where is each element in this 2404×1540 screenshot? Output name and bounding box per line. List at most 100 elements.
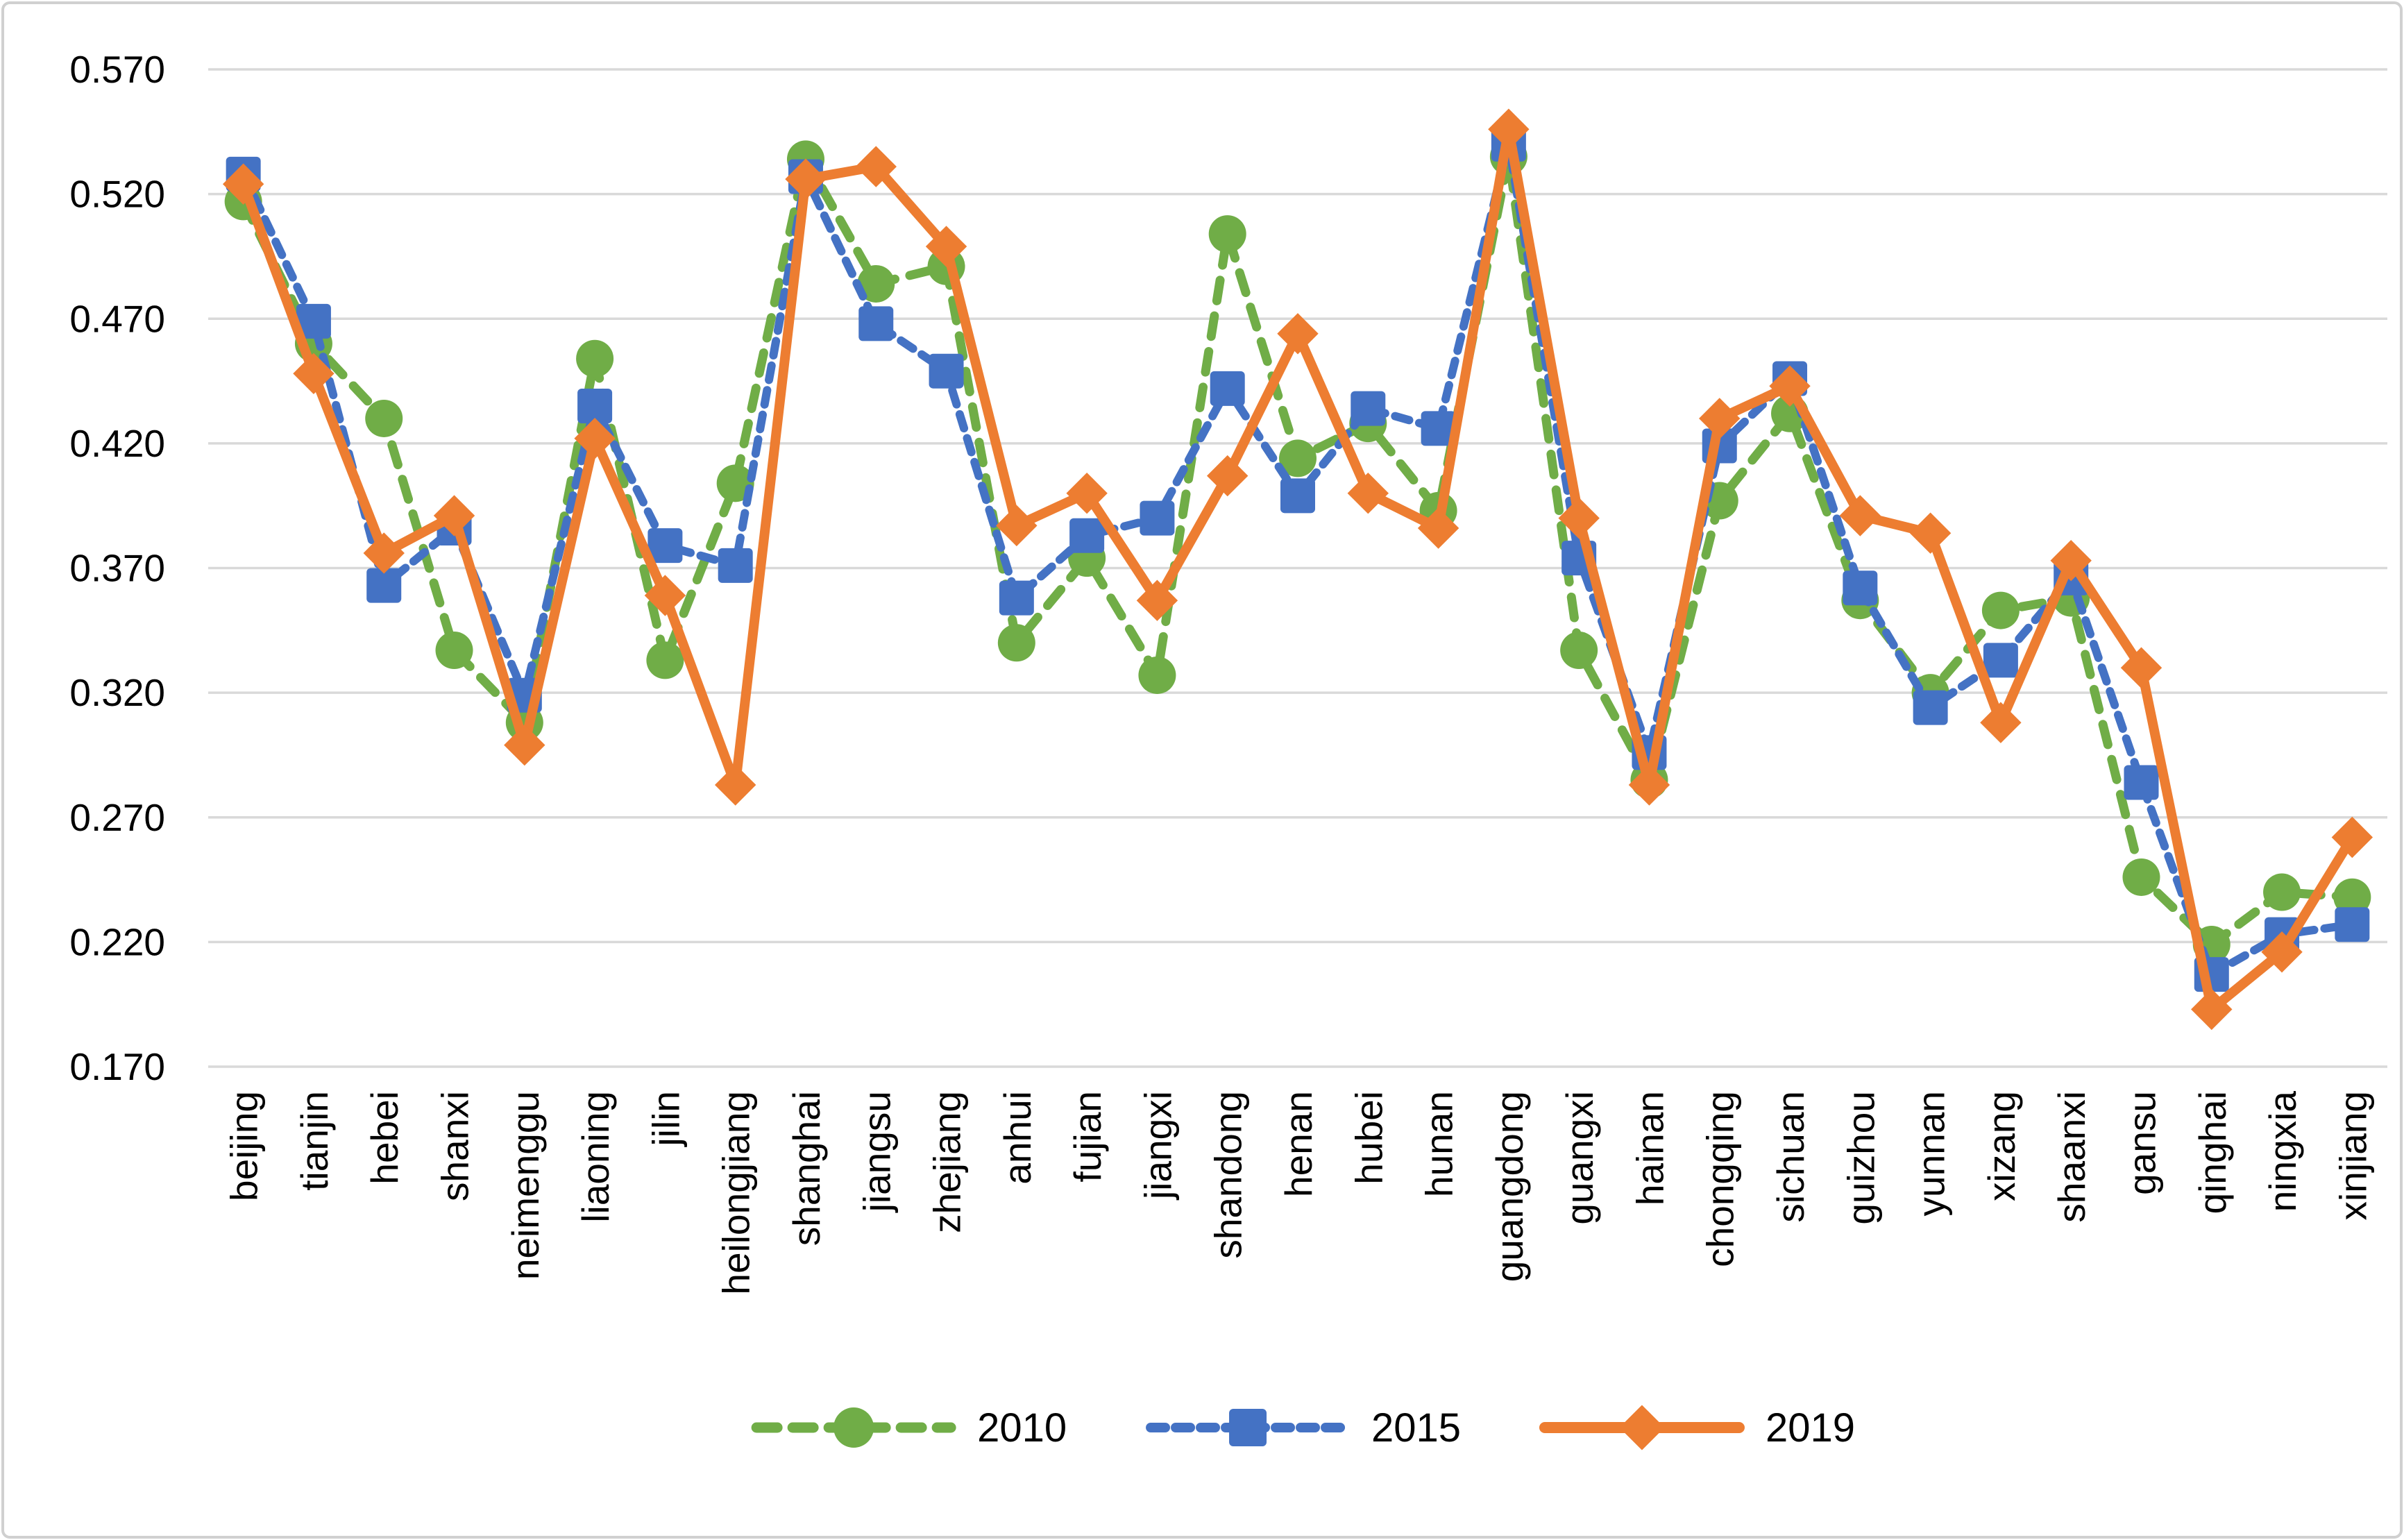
data-point-square xyxy=(1280,478,1315,514)
data-point-circle xyxy=(576,339,614,378)
legend-item-2015: 2015 xyxy=(1146,1405,1461,1450)
x-category-label: hubei xyxy=(1347,1091,1390,1185)
data-point-circle xyxy=(1981,591,2020,629)
x-category-label: tianjin xyxy=(293,1091,336,1191)
data-point-square xyxy=(929,353,964,389)
x-category-label: guangxi xyxy=(1558,1091,1601,1225)
data-point-diamond xyxy=(2120,647,2162,688)
data-point-diamond xyxy=(1619,1405,1665,1450)
data-point-circle xyxy=(1279,439,1317,477)
data-point-diamond xyxy=(1207,455,1248,497)
legend-label-2015: 2015 xyxy=(1371,1405,1461,1450)
data-point-circle xyxy=(435,632,473,670)
y-tick-label: 0.170 xyxy=(69,1045,165,1088)
x-category-label: hainan xyxy=(1628,1091,1671,1205)
data-point-diamond xyxy=(1417,507,1459,549)
legend-item-2010: 2010 xyxy=(751,1405,1067,1450)
x-category-label: shanghai xyxy=(785,1091,828,1246)
data-point-square xyxy=(577,388,613,423)
data-point-diamond xyxy=(2261,931,2303,973)
x-category-label: jiangxi xyxy=(1136,1091,1179,1201)
data-point-circle xyxy=(646,641,684,679)
legend-label-2010: 2010 xyxy=(977,1405,1067,1450)
data-point-circle xyxy=(2263,873,2301,911)
y-tick-label: 0.420 xyxy=(69,422,165,465)
data-point-square xyxy=(1351,391,1386,426)
x-category-label: fujian xyxy=(1066,1091,1109,1182)
data-point-diamond xyxy=(1347,473,1389,514)
x-category-label: jiangsu xyxy=(855,1091,898,1213)
series-2015 xyxy=(226,126,2370,992)
data-point-square xyxy=(1069,518,1105,553)
y-tick-label: 0.570 xyxy=(69,48,165,91)
data-point-diamond xyxy=(714,764,756,806)
series-2019 xyxy=(222,108,2373,1031)
x-category-label: xinjiang xyxy=(2331,1091,2374,1221)
data-point-diamond xyxy=(2331,816,2373,858)
x-category-label: jilin xyxy=(644,1091,687,1147)
data-point-circle xyxy=(1138,656,1176,694)
data-point-diamond xyxy=(1980,702,2022,743)
data-point-square xyxy=(2124,765,2159,800)
x-category-label: henan xyxy=(1277,1091,1320,1197)
y-tick-label: 0.270 xyxy=(69,796,165,839)
x-category-label: anhui xyxy=(996,1091,1039,1185)
x-category-label: sichuan xyxy=(1769,1091,1812,1223)
data-point-diamond xyxy=(1769,365,1811,407)
x-category-label: shandong xyxy=(1207,1091,1250,1259)
data-point-square xyxy=(1421,411,1456,446)
data-point-square xyxy=(858,306,894,341)
data-point-circle xyxy=(365,399,403,437)
data-point-square xyxy=(366,568,402,603)
x-category-label: guizhou xyxy=(1839,1091,1882,1225)
legend-label-2019: 2019 xyxy=(1766,1405,1855,1450)
data-point-square xyxy=(999,580,1034,616)
x-category-label: beijing xyxy=(223,1091,266,1201)
data-point-circle xyxy=(1560,632,1598,670)
x-category-label: heilongjiang xyxy=(715,1091,758,1295)
data-point-circle xyxy=(997,624,1035,662)
series-2010 xyxy=(224,137,2371,963)
data-point-square xyxy=(1229,1409,1267,1446)
x-category-label: ningxia xyxy=(2261,1091,2304,1212)
x-category-label: guangdong xyxy=(1488,1091,1531,1282)
x-category-label: gansu xyxy=(2120,1091,2163,1195)
data-point-diamond xyxy=(1558,497,1600,539)
data-point-diamond xyxy=(1699,398,1741,439)
x-category-label: shanxi xyxy=(434,1091,477,1201)
data-point-diamond xyxy=(1488,108,1530,150)
y-tick-label: 0.470 xyxy=(69,297,165,340)
data-point-circle xyxy=(2122,858,2160,896)
data-point-circle xyxy=(2333,878,2371,916)
x-category-label: hunan xyxy=(1418,1091,1461,1197)
y-tick-label: 0.370 xyxy=(69,547,165,590)
x-category-label: chongqing xyxy=(1699,1091,1742,1267)
x-category-label: zhejiang xyxy=(926,1091,969,1233)
y-tick-label: 0.220 xyxy=(69,920,165,963)
data-point-square xyxy=(1983,643,2018,678)
data-point-diamond xyxy=(2191,988,2233,1031)
data-point-square xyxy=(1210,371,1245,406)
x-category-label: xizang xyxy=(1980,1091,2023,1201)
y-tick-label: 0.520 xyxy=(69,173,165,216)
data-point-square xyxy=(647,528,683,564)
data-point-diamond xyxy=(1909,512,1952,554)
series-line-2015 xyxy=(239,139,2357,979)
x-category-label: qinghai xyxy=(2191,1091,2234,1214)
legend-item-2019: 2019 xyxy=(1539,1405,1855,1450)
x-category-label: neimenggu xyxy=(504,1091,547,1280)
data-point-square xyxy=(718,548,753,583)
x-category-label: liaoning xyxy=(574,1091,617,1223)
x-category-label: yunnan xyxy=(1910,1091,1953,1216)
data-point-circle xyxy=(833,1407,874,1448)
x-category-label: shaanxi xyxy=(2050,1091,2093,1223)
data-point-diamond xyxy=(1628,764,1670,806)
data-point-square xyxy=(1140,500,1175,536)
data-point-square xyxy=(2335,907,2370,942)
data-point-diamond xyxy=(1839,495,1881,536)
data-point-square xyxy=(1913,690,1948,725)
data-point-diamond xyxy=(2050,540,2092,582)
